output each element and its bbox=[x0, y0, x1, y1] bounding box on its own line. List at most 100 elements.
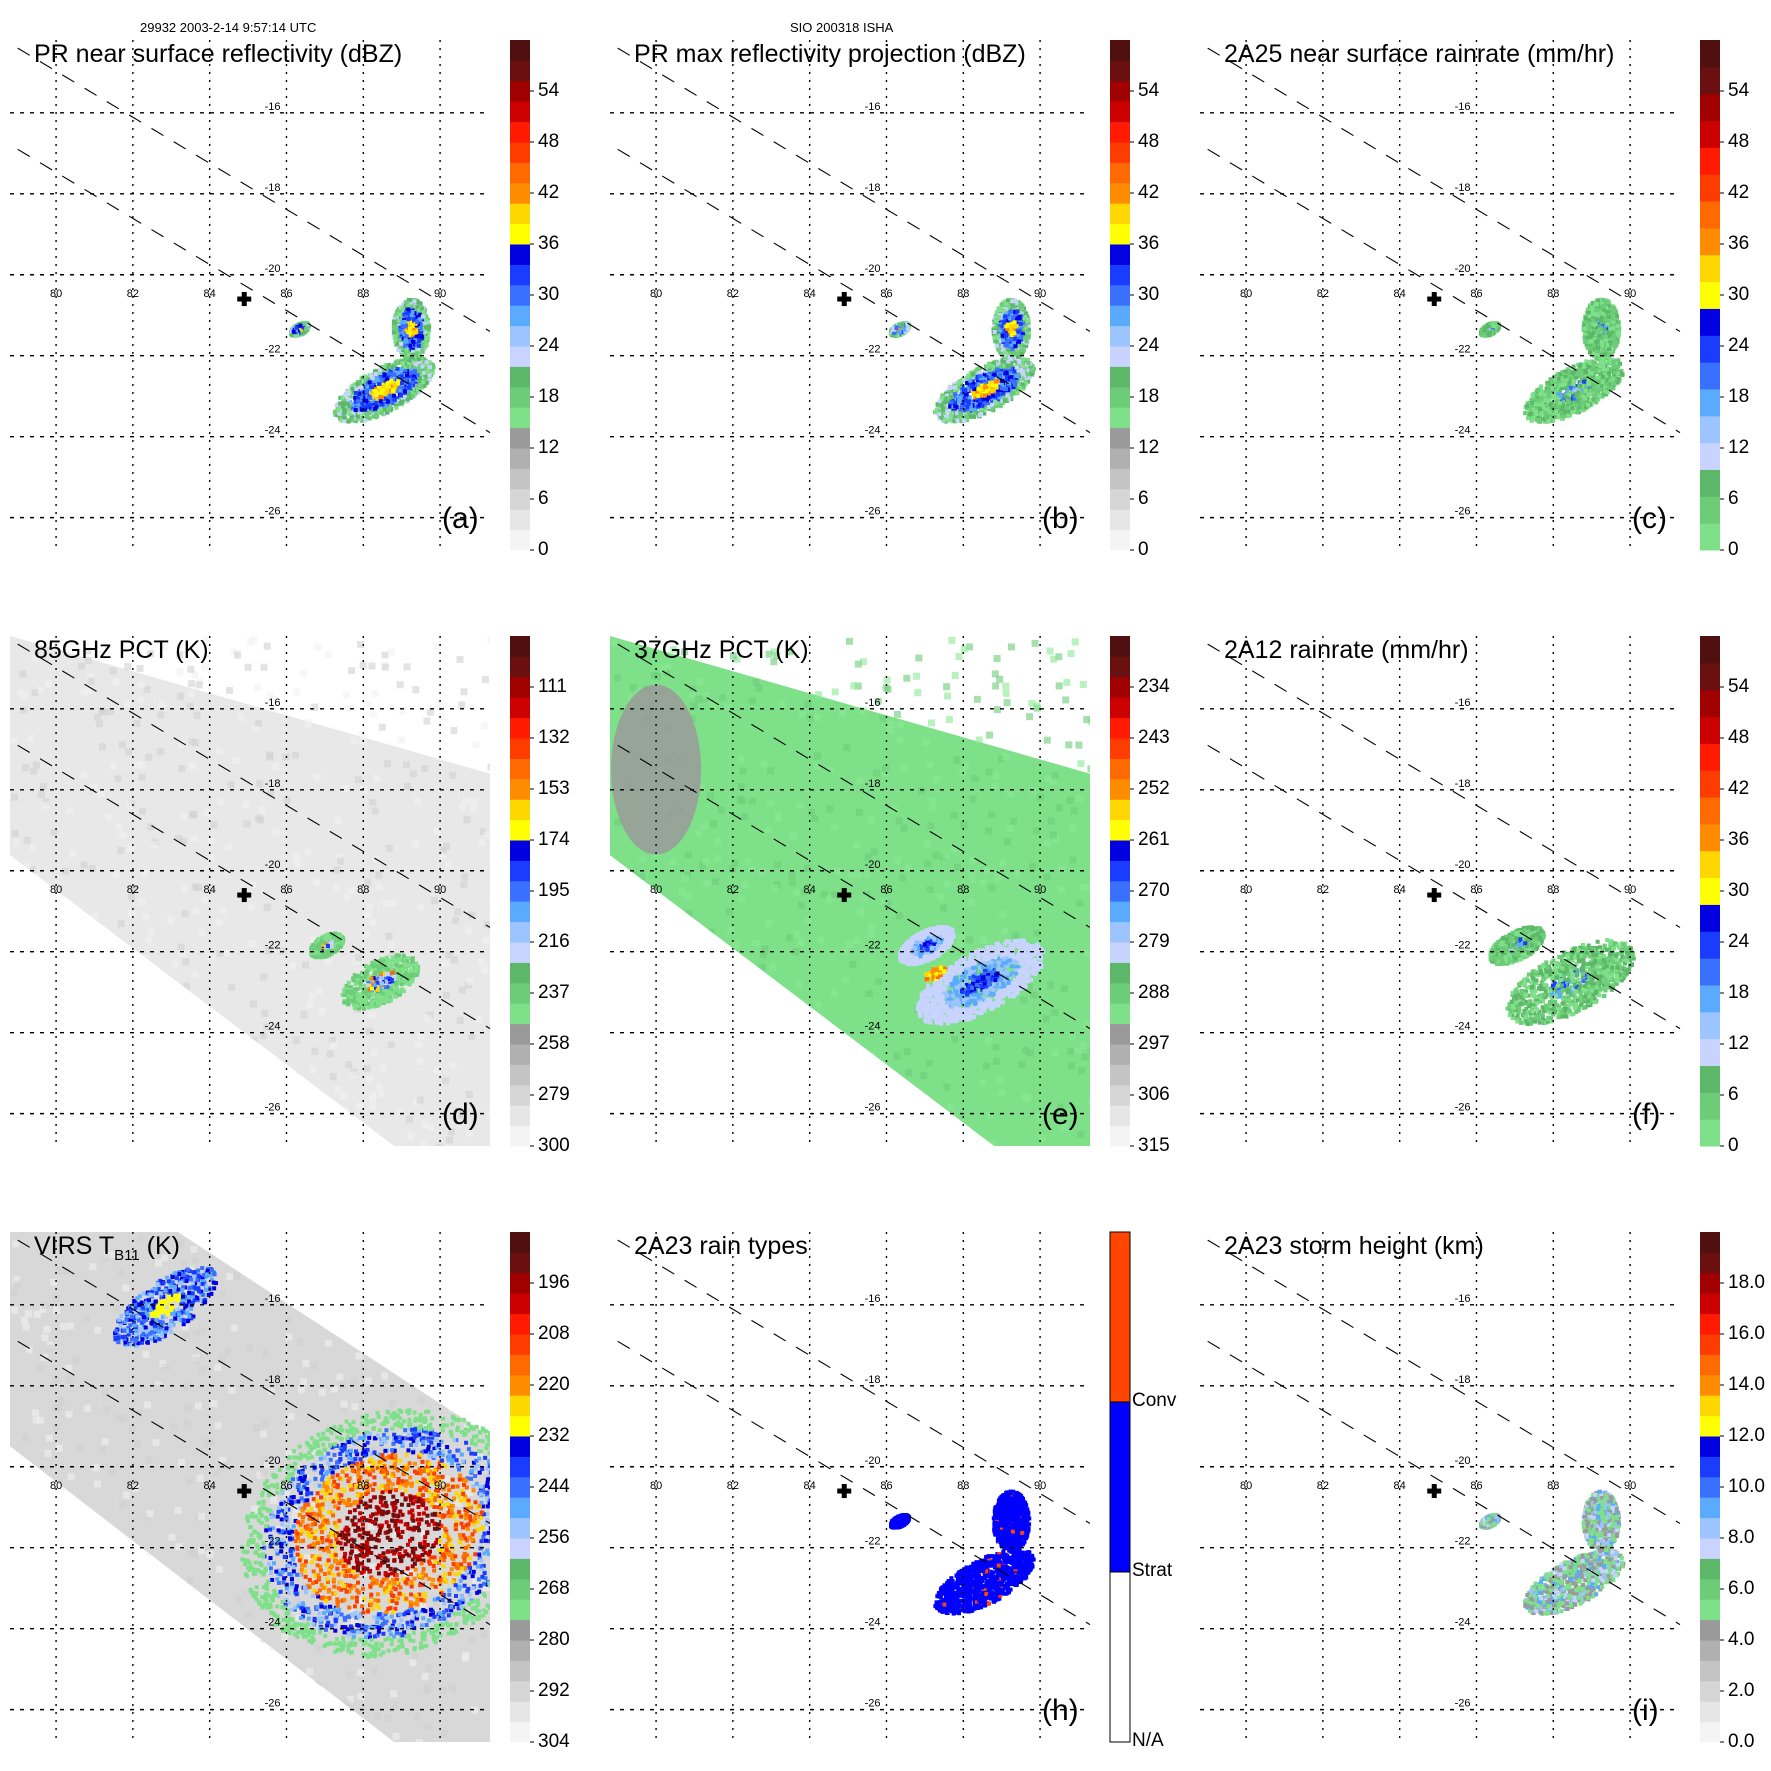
data-cell bbox=[1015, 351, 1020, 356]
data-cell bbox=[400, 361, 405, 366]
data-cell bbox=[1010, 321, 1015, 326]
data-cell bbox=[991, 361, 996, 366]
data-cell bbox=[423, 325, 428, 330]
data-cell bbox=[405, 397, 410, 402]
data-cell bbox=[340, 407, 345, 412]
data-cell bbox=[367, 416, 372, 421]
data-cell bbox=[389, 396, 394, 401]
data-cell bbox=[410, 347, 415, 352]
data-cell bbox=[393, 334, 398, 339]
data-cell bbox=[416, 343, 421, 348]
data-cell bbox=[398, 367, 403, 372]
colorbar-swatch bbox=[510, 427, 530, 449]
data-cell bbox=[413, 352, 418, 357]
data-cell bbox=[1002, 395, 1007, 400]
data-cell bbox=[978, 397, 983, 402]
data-cell bbox=[1026, 367, 1031, 372]
data-cell bbox=[392, 327, 397, 332]
data-cell bbox=[990, 407, 995, 412]
data-cell bbox=[418, 376, 423, 381]
data-cell bbox=[345, 389, 350, 394]
data-cell bbox=[968, 378, 973, 383]
data-cell bbox=[416, 366, 421, 371]
data-cell bbox=[377, 368, 382, 373]
data-cell bbox=[987, 402, 992, 407]
data-cell bbox=[939, 403, 944, 408]
data-cell bbox=[977, 370, 982, 375]
data-cell bbox=[998, 325, 1003, 330]
data-cell bbox=[419, 360, 424, 365]
data-cell bbox=[401, 364, 406, 369]
colorbar-swatch bbox=[510, 366, 530, 388]
data-cell bbox=[411, 361, 416, 366]
data-cell bbox=[959, 404, 964, 409]
data-cell bbox=[935, 402, 940, 407]
data-cell bbox=[421, 380, 426, 385]
data-cell bbox=[362, 392, 367, 397]
data-cell bbox=[350, 383, 355, 388]
data-cell bbox=[1005, 327, 1010, 332]
data-cell bbox=[946, 417, 951, 422]
data-cell bbox=[419, 326, 424, 331]
data-cell bbox=[346, 402, 351, 407]
data-cell bbox=[406, 339, 411, 344]
data-cell bbox=[1012, 320, 1017, 325]
data-cell bbox=[398, 393, 403, 398]
data-cell bbox=[378, 399, 383, 404]
data-cell bbox=[994, 340, 999, 345]
data-cell bbox=[986, 364, 991, 369]
data-cell bbox=[302, 329, 307, 334]
data-cell bbox=[965, 381, 970, 386]
panel-b: 80 82 84 86 88 90 -16 -18 -20 -22 -24 -26 PR max ref… bbox=[610, 40, 1170, 560]
colorbar-swatch bbox=[510, 325, 530, 347]
data-cell bbox=[1002, 308, 1007, 313]
data-cell bbox=[400, 324, 405, 329]
data-cell bbox=[1017, 333, 1022, 338]
data-cell bbox=[379, 396, 384, 401]
data-cell bbox=[427, 360, 432, 365]
storm-id-header: SIO 200318 ISHA bbox=[790, 20, 893, 35]
data-cell bbox=[982, 375, 987, 380]
data-cell bbox=[1005, 367, 1010, 372]
colorbar-swatch bbox=[510, 203, 530, 225]
data-cell bbox=[1010, 333, 1015, 338]
data-cell bbox=[1003, 314, 1008, 319]
data-cell bbox=[396, 347, 401, 352]
data-cell bbox=[392, 316, 397, 321]
data-cell bbox=[350, 403, 355, 408]
data-cell bbox=[404, 373, 409, 378]
data-cell bbox=[395, 332, 400, 337]
data-cell bbox=[415, 299, 420, 304]
data-cell bbox=[420, 345, 425, 350]
data-cell bbox=[412, 309, 417, 314]
data-cell bbox=[393, 339, 398, 344]
data-cell bbox=[353, 393, 358, 398]
data-cell bbox=[403, 358, 408, 363]
data-cell bbox=[953, 394, 958, 399]
data-cell bbox=[976, 387, 981, 392]
map-plot: 80 82 84 86 88 90-16-18-20-22-24-26 bbox=[10, 40, 491, 550]
data-cell bbox=[418, 331, 423, 336]
data-cell bbox=[380, 402, 385, 407]
data-cell bbox=[1029, 372, 1034, 377]
data-cell bbox=[400, 320, 405, 325]
data-cell bbox=[1009, 357, 1014, 362]
data-cell bbox=[342, 415, 347, 420]
data-cell bbox=[397, 337, 402, 342]
data-cell bbox=[352, 382, 357, 387]
data-cell bbox=[959, 419, 964, 424]
data-cell bbox=[1000, 333, 1005, 338]
data-cell bbox=[1001, 338, 1006, 343]
data-cell bbox=[420, 314, 425, 319]
data-cell bbox=[1031, 367, 1036, 372]
data-cell bbox=[346, 419, 351, 424]
data-cell bbox=[1009, 313, 1014, 318]
data-cell bbox=[412, 383, 417, 388]
data-cell bbox=[387, 404, 392, 409]
data-cell bbox=[402, 312, 407, 317]
data-cell bbox=[390, 388, 395, 393]
swath-edge-line bbox=[17, 148, 491, 434]
colorbar-swatch bbox=[510, 101, 530, 123]
data-cell bbox=[1012, 369, 1017, 374]
colorbar-tick-label: 54 bbox=[538, 80, 559, 102]
